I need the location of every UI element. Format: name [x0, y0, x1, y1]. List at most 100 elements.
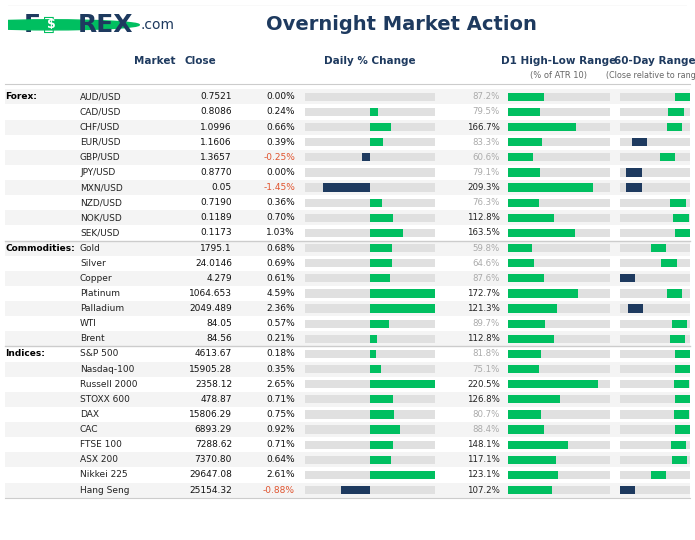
Bar	[508, 395, 610, 403]
Text: 107.2%: 107.2%	[467, 485, 500, 495]
Bar	[305, 335, 435, 343]
Bar	[508, 199, 610, 207]
Bar	[508, 229, 575, 237]
Bar	[305, 229, 435, 237]
Bar	[667, 289, 682, 298]
Bar	[305, 305, 435, 313]
Text: Overnight Market Action: Overnight Market Action	[266, 15, 537, 35]
Bar	[508, 320, 610, 328]
Bar	[620, 335, 690, 343]
Text: 117.1%: 117.1%	[467, 455, 500, 464]
Bar	[508, 199, 539, 207]
Text: SEK/USD: SEK/USD	[80, 228, 120, 238]
Bar	[370, 365, 382, 373]
Bar	[305, 456, 435, 464]
Bar	[620, 410, 690, 418]
Bar	[620, 123, 690, 131]
Bar	[5, 453, 690, 468]
Text: D1 High-Low Range: D1 High-Low Range	[501, 56, 616, 66]
Bar	[370, 289, 435, 298]
Bar	[5, 392, 690, 407]
Bar	[5, 89, 690, 104]
Text: 89.7%: 89.7%	[473, 319, 500, 328]
Bar	[305, 471, 435, 479]
Text: 123.1%: 123.1%	[467, 470, 500, 480]
Bar	[620, 380, 690, 388]
Bar	[362, 153, 370, 161]
Text: GBP/USD: GBP/USD	[80, 153, 121, 162]
Bar	[620, 184, 690, 192]
Bar	[370, 229, 404, 237]
Text: 0.00%: 0.00%	[266, 92, 295, 102]
Bar	[620, 395, 690, 403]
Text: CHF/USD: CHF/USD	[80, 123, 120, 132]
Bar	[508, 335, 610, 343]
Bar	[660, 153, 676, 161]
Text: Daily % Change: Daily % Change	[324, 56, 416, 66]
Text: 87.6%: 87.6%	[473, 274, 500, 283]
Bar	[5, 119, 690, 134]
Bar	[675, 229, 690, 237]
Bar	[670, 335, 685, 343]
Text: 24.0146: 24.0146	[195, 259, 232, 268]
Bar	[305, 350, 435, 358]
Text: 0.36%: 0.36%	[266, 198, 295, 207]
Text: Commodities:: Commodities:	[5, 244, 75, 253]
Text: 2.65%: 2.65%	[266, 380, 295, 389]
Bar	[508, 395, 559, 403]
Text: 163.5%: 163.5%	[467, 228, 500, 238]
Text: 0.75%: 0.75%	[266, 410, 295, 419]
Text: F: F	[23, 13, 40, 37]
Text: 4613.67: 4613.67	[195, 349, 232, 359]
Bar	[305, 108, 435, 116]
Bar	[508, 184, 610, 192]
Bar	[508, 274, 610, 282]
Bar	[651, 471, 667, 479]
Bar	[508, 259, 534, 267]
Text: 112.8%: 112.8%	[467, 213, 500, 222]
Bar	[370, 380, 435, 388]
Bar	[673, 214, 689, 222]
Bar	[620, 365, 690, 373]
Text: 0.1189: 0.1189	[200, 213, 232, 222]
Text: Brent: Brent	[80, 334, 105, 343]
Text: NOK/USD: NOK/USD	[80, 213, 122, 222]
Bar	[305, 289, 435, 298]
Text: 0.71%: 0.71%	[266, 395, 295, 404]
Text: 126.8%: 126.8%	[467, 395, 500, 404]
Text: 64.6%: 64.6%	[473, 259, 500, 268]
Bar	[508, 168, 610, 177]
Bar	[620, 274, 690, 282]
Bar	[620, 289, 690, 298]
Text: 166.7%: 166.7%	[467, 123, 500, 132]
Text: 81.8%: 81.8%	[473, 349, 500, 359]
Bar	[675, 365, 690, 373]
Bar	[620, 426, 690, 434]
Text: 87.2%: 87.2%	[473, 92, 500, 102]
Text: Nasdaq-100: Nasdaq-100	[80, 364, 134, 374]
Bar	[508, 426, 544, 434]
Text: 2358.12: 2358.12	[195, 380, 232, 389]
Bar	[305, 214, 435, 222]
Text: 0.24%: 0.24%	[266, 107, 295, 117]
Bar	[620, 199, 690, 207]
Bar	[508, 305, 557, 313]
Bar	[323, 184, 370, 192]
Bar	[508, 168, 540, 177]
Bar	[508, 93, 543, 101]
Bar	[508, 108, 610, 116]
Bar	[620, 441, 690, 449]
Bar	[675, 426, 690, 434]
Bar	[305, 153, 435, 161]
Bar	[508, 380, 598, 388]
Bar	[508, 380, 610, 388]
Bar	[508, 365, 610, 373]
Text: 0.35%: 0.35%	[266, 364, 295, 374]
Text: Palladium: Palladium	[80, 304, 124, 313]
Text: 478.87: 478.87	[200, 395, 232, 404]
Bar	[305, 274, 435, 282]
Bar	[305, 395, 435, 403]
FancyBboxPatch shape	[0, 4, 695, 45]
Bar	[620, 153, 690, 161]
Bar	[508, 153, 533, 161]
